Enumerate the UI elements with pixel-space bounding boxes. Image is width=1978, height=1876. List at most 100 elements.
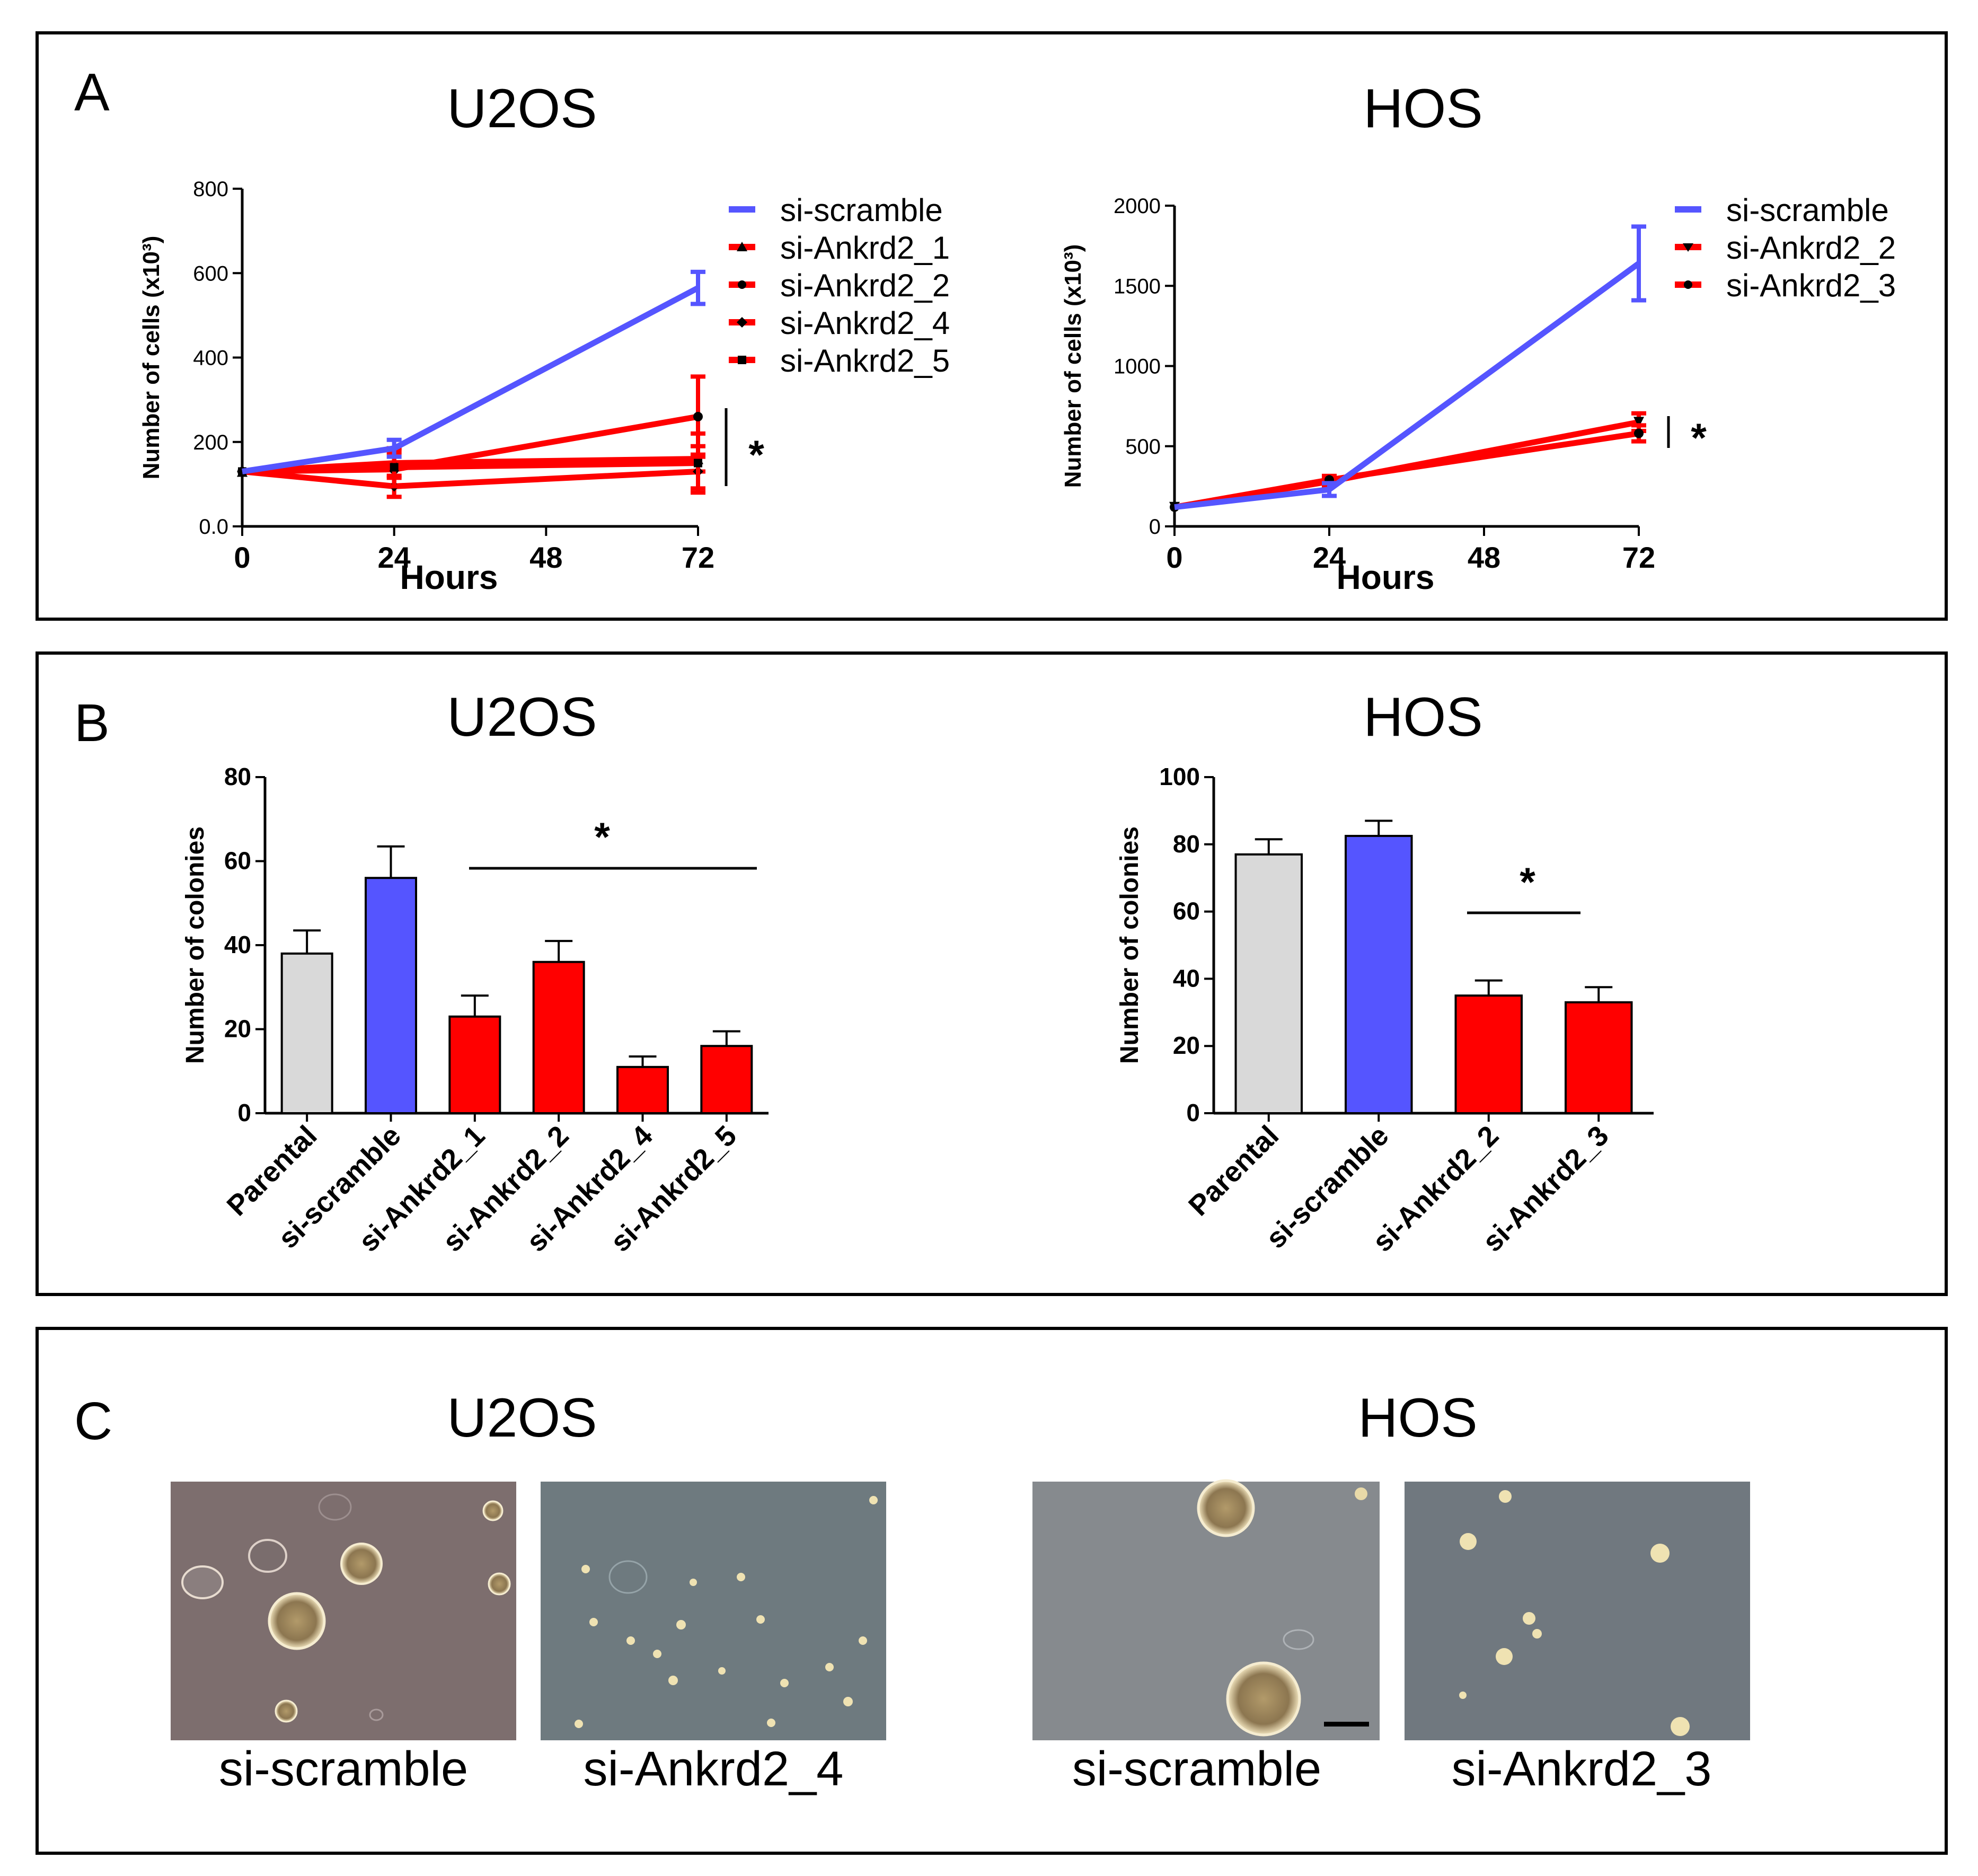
bar: [448, 1015, 501, 1114]
legend-label-1: si-Ankrd2_1: [780, 230, 950, 266]
panel-a-u2os-title: U2OS: [447, 78, 597, 139]
panel-letter-b: B: [74, 693, 110, 753]
panel-a-hos-title: HOS: [1363, 78, 1482, 139]
y-tick-label: 0: [237, 1099, 251, 1126]
y-tick-label: 100: [1159, 763, 1200, 790]
legend-label-0: si-scramble: [1726, 192, 1889, 228]
y-tick-label: 20: [224, 1015, 251, 1043]
series-line: [242, 285, 700, 474]
significance-b-u2os: *: [469, 815, 757, 870]
y-tick-label: 40: [1173, 964, 1200, 992]
significance-star: *: [594, 815, 610, 860]
x-tick-label: 24: [1313, 541, 1346, 574]
triangle-down-marker-icon: [1683, 243, 1693, 252]
panel-a-frame: [36, 31, 1948, 621]
scale-bar: [1324, 1722, 1369, 1727]
circle-marker-icon: [1684, 280, 1692, 289]
line-chart-hos: 0 500 1000 1500 2000 0 24 48 72 Hours Number of ce…: [1060, 195, 1655, 596]
data-point: [1634, 428, 1644, 438]
x-tick-label: 0: [234, 541, 250, 574]
panel-c-u2os-title: U2OS: [447, 1387, 597, 1449]
significance-b-hos: *: [1467, 860, 1580, 914]
data-point: [1633, 417, 1644, 428]
y-tick-label: 2000: [1114, 195, 1161, 218]
bar: [1454, 994, 1523, 1114]
y-tick-label: 60: [1173, 897, 1200, 925]
x-tick-label: 24: [378, 541, 411, 574]
bar: [365, 877, 417, 1114]
x-axis-title: Hours: [1337, 558, 1435, 596]
legend-label-1: si-Ankrd2_2: [1726, 230, 1896, 266]
y-tick-label: 800: [193, 178, 228, 201]
legend-u2os: si-scramble si-Ankrd2_1 si-Ankrd2_2 si-A…: [729, 192, 950, 378]
y-axis-title: Number of colonies: [181, 826, 209, 1064]
panel-letter-c: C: [74, 1391, 112, 1451]
significance-star: *: [748, 433, 764, 478]
bar: [616, 1065, 669, 1114]
panel-b-u2os-title: U2OS: [447, 686, 597, 748]
x-tick-label: 72: [682, 541, 714, 574]
legend-hos: si-scramble si-Ankrd2_2 si-Ankrd2_3: [1675, 192, 1896, 303]
panel-c-hos-title: HOS: [1358, 1387, 1477, 1449]
panel-b-frame: [36, 651, 1948, 1296]
bar: [1234, 853, 1303, 1114]
caption-hos-si-ankrd2-3: si-Ankrd2_3: [1452, 1742, 1712, 1796]
significance-a-hos: *: [1667, 416, 1707, 461]
caption-u2os-si-scramble: si-scramble: [219, 1742, 468, 1796]
bar: [1345, 834, 1413, 1114]
panel-c-frame: [36, 1327, 1948, 1855]
y-tick-label: 500: [1125, 435, 1161, 459]
y-tick-label: 200: [193, 431, 228, 454]
series-line: [242, 468, 699, 489]
y-axis-title: Number of cells (x10³): [1060, 244, 1086, 488]
diamond-marker-icon: [737, 317, 747, 328]
legend-label-4: si-Ankrd2_5: [780, 343, 950, 378]
micrograph-hos-si-scramble: [1032, 1479, 1380, 1740]
circle-marker-icon: [738, 280, 746, 289]
y-tick-label: 600: [193, 262, 228, 285]
panel-letter-a: A: [74, 63, 110, 122]
significance-star: *: [1691, 416, 1707, 461]
y-tick-label: 0.0: [199, 515, 228, 539]
series-line: [242, 460, 699, 474]
x-axis-title: Hours: [400, 558, 498, 596]
bar: [280, 952, 333, 1114]
y-tick-label: 0: [1149, 515, 1161, 539]
micrograph-hos-si-ankrd2-3: [1405, 1482, 1750, 1740]
series-line: [1174, 430, 1639, 510]
caption-hos-si-scramble: si-scramble: [1072, 1742, 1321, 1796]
y-axis-title: Number of cells (x10³): [138, 236, 164, 480]
y-tick-label: 1500: [1114, 275, 1161, 298]
micrograph-u2os-si-scramble: [171, 1482, 516, 1740]
bar: [700, 1045, 753, 1114]
y-tick-label: 400: [193, 347, 228, 370]
x-tick-label: 72: [1622, 541, 1655, 574]
y-tick-label: 80: [224, 763, 251, 790]
x-tick-label: 48: [529, 541, 562, 574]
significance-a-u2os: *: [725, 408, 764, 486]
y-axis-title: Number of colonies: [1116, 826, 1144, 1064]
x-tick-label: 0: [1166, 541, 1182, 574]
y-tick-label: 1000: [1114, 355, 1161, 378]
legend-label-2: si-Ankrd2_2: [780, 268, 950, 303]
x-tick-label: 48: [1468, 541, 1500, 574]
line-chart-u2os: 0.0 200 400 600 800 0 24 48 72 Hours Number of cel…: [138, 178, 714, 596]
data-point: [390, 463, 399, 472]
y-tick-label: 40: [224, 931, 251, 958]
legend-label-3: si-Ankrd2_4: [780, 305, 950, 341]
y-tick-label: 20: [1173, 1032, 1200, 1059]
category-label: Parental: [1182, 1120, 1285, 1222]
micrograph-u2os-si-ankrd2-4: [541, 1482, 886, 1740]
square-marker-icon: [738, 356, 746, 364]
bar: [532, 961, 585, 1114]
triangle-marker-icon: [737, 242, 747, 251]
data-point: [693, 411, 703, 421]
panel-b-hos-title: HOS: [1363, 686, 1482, 748]
legend-label-2: si-Ankrd2_3: [1726, 268, 1896, 303]
y-tick-label: 0: [1186, 1099, 1200, 1126]
legend-label-0: si-scramble: [780, 192, 943, 228]
significance-star: *: [1520, 860, 1535, 905]
